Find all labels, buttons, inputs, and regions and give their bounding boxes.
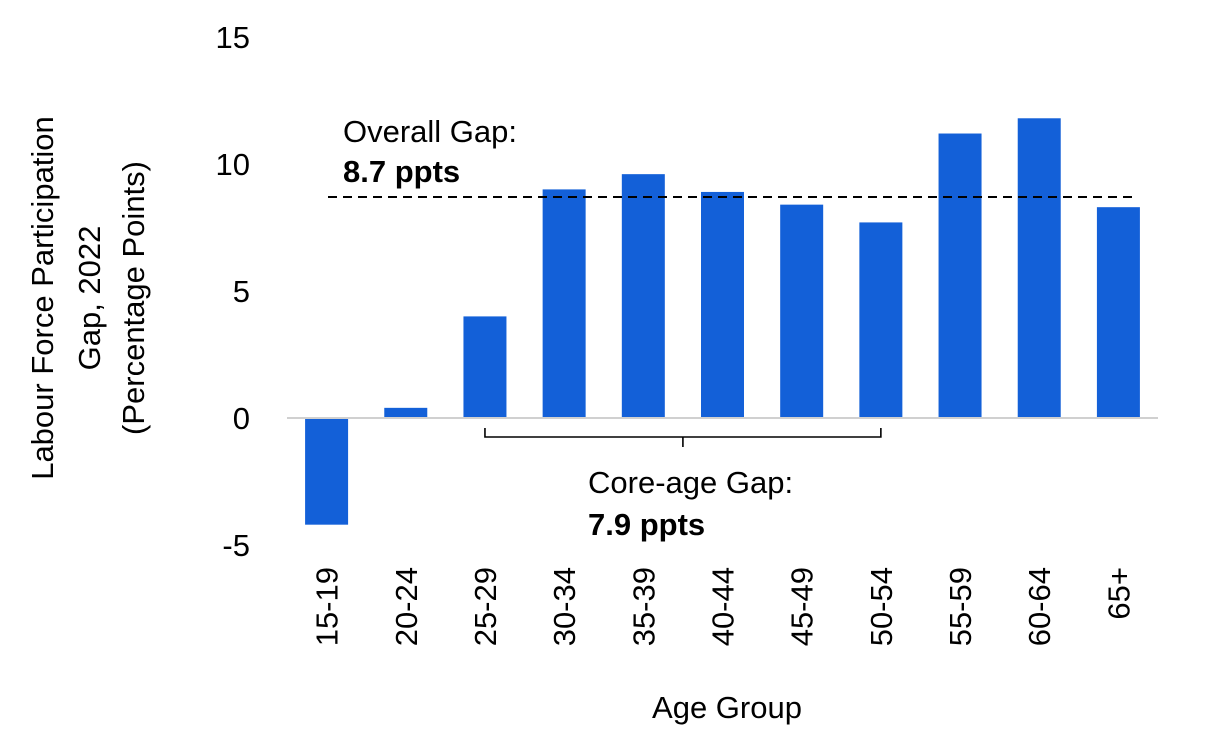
x-axis-title: Age Group <box>652 690 802 725</box>
x-tick-label: 35-39 <box>626 567 661 646</box>
y-tick-label: 15 <box>216 20 250 55</box>
x-tick-label: 60-64 <box>1022 567 1057 646</box>
bar-15-19 <box>305 418 349 525</box>
y-axis-ticks: -5 0 5 10 15 <box>216 20 250 563</box>
bars <box>305 118 1140 525</box>
bar-20-24 <box>384 407 428 418</box>
x-tick-label: 55-59 <box>943 567 978 646</box>
bar-60-64 <box>1017 118 1061 418</box>
x-tick-label: 65+ <box>1101 567 1136 620</box>
y-tick-label: 5 <box>233 274 250 309</box>
x-tick-label: 45-49 <box>785 567 820 646</box>
x-axis-ticks: 15-19 20-24 25-29 30-34 35-39 40-44 45-49 50-54… <box>310 567 1137 646</box>
y-tick-label: 0 <box>233 401 250 436</box>
x-tick-label: 15-19 <box>310 567 345 646</box>
x-tick-label: 25-29 <box>468 567 503 646</box>
core-gap-value: 7.9 ppts <box>588 507 705 542</box>
bar-35-39 <box>621 174 665 418</box>
bar-40-44 <box>701 191 744 418</box>
bar-65+ <box>1096 207 1140 418</box>
overall-gap-value: 8.7 ppts <box>343 154 460 189</box>
core-age-bracket <box>484 428 882 447</box>
y-axis-title-line-3: (Percentage Points) <box>116 161 151 435</box>
bar-45-49 <box>780 204 824 418</box>
x-tick-label: 30-34 <box>547 567 582 646</box>
x-tick-label: 50-54 <box>864 567 899 646</box>
bar-30-34 <box>542 189 586 418</box>
core-gap-label: Core-age Gap: <box>588 465 793 500</box>
overall-gap-label: Overall Gap: <box>343 114 517 149</box>
y-axis-title-line-1: Labour Force Participation <box>25 116 60 480</box>
y-axis-title: Labour Force Participation Gap, 2022 (Pe… <box>25 116 151 480</box>
y-axis-title-line-2: Gap, 2022 <box>72 226 107 371</box>
y-tick-label: 10 <box>216 147 250 182</box>
bar-25-29 <box>463 316 507 418</box>
bar-55-59 <box>938 133 982 418</box>
y-tick-label: -5 <box>222 528 250 563</box>
x-tick-label: 40-44 <box>706 567 741 646</box>
bar-50-54 <box>859 222 903 418</box>
x-tick-label: 20-24 <box>389 567 424 646</box>
